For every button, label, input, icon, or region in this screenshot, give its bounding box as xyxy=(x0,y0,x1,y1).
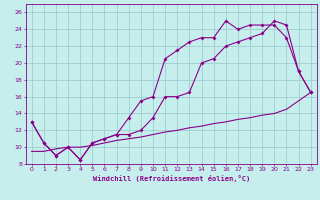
X-axis label: Windchill (Refroidissement éolien,°C): Windchill (Refroidissement éolien,°C) xyxy=(92,175,250,182)
